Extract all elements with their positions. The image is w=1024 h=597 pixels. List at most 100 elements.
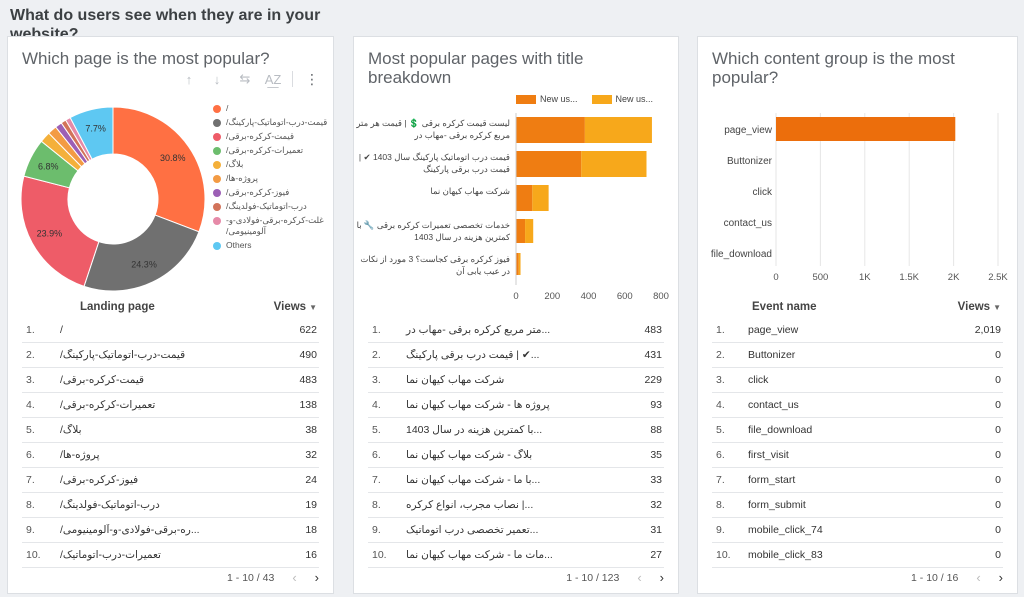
column-header-views[interactable]: Views ▼ [273,301,317,313]
table-row[interactable]: 8. درب-اتوماتیک-فولدینگ/19 [22,493,319,518]
legend-item[interactable]: / [213,103,333,114]
legend-item[interactable]: Others [213,240,333,251]
table-row[interactable]: 1. / 622 [22,318,319,343]
table-row[interactable]: 6. پروژه-ها/32 [22,443,319,468]
donut-slice[interactable] [20,175,100,287]
table-row[interactable]: 7. form_start 0 [712,468,1003,493]
stacked-bar-segment[interactable] [532,185,549,211]
slice-data-label: 7.7% [85,124,106,134]
stacked-bar-chart[interactable]: لیست قیمت کرکره برقی 💲 | قیمت هر متر مرب… [356,107,676,302]
drill-chart-icon[interactable]: ⇆ [239,71,251,86]
table-row[interactable]: 3. شرکت مهاب کیهان نما 229 [368,368,664,393]
table-row[interactable]: 5. file_download 0 [712,418,1003,443]
table-row[interactable]: 6. first_visit 0 [712,443,1003,468]
pagination: 1 - 10 / 16 ‹ › [911,570,1003,585]
stacked-bar-segment[interactable] [516,185,533,211]
row-index: 10. [26,549,41,561]
donut-slice[interactable] [112,106,206,233]
card-title: Most popular pages with title breakdown [368,49,584,87]
more-options-icon[interactable]: ⋮ [305,70,319,87]
prev-page-button[interactable]: ‹ [976,570,981,585]
column-header-event-name[interactable]: Event name [752,301,817,313]
stacked-bar-segment[interactable] [516,253,519,275]
legend-item[interactable]: پروژه-ها/ [213,173,333,184]
table-row[interactable]: 5. ...با کمترین هزینه در سال 1403 88 [368,418,664,443]
legend-item[interactable]: قیمت-کرکره-برقی/ [213,131,333,142]
legend-swatch [213,146,221,155]
sort-az-icon[interactable]: A͟Z [264,71,282,87]
slice-data-label: 30.8% [160,153,186,163]
table-row[interactable]: 3. قیمت-کرکره-برقی/483 [22,368,319,393]
donut-slice[interactable] [69,106,114,160]
row-value: 38 [305,424,317,436]
legend-item-series-1[interactable]: New us... [516,94,578,104]
stacked-bar-segment[interactable] [516,151,582,177]
next-page-button[interactable]: › [659,570,664,585]
table-row[interactable]: 4. contact_us 0 [712,393,1003,418]
row-label: پروژه-ها/ [60,449,100,461]
row-value: 138 [299,399,317,411]
row-value: 0 [995,499,1001,511]
stacked-bar-segment[interactable] [584,117,652,143]
stacked-bar-segment[interactable] [518,253,521,275]
next-page-button[interactable]: › [314,570,319,585]
legend-item[interactable]: قیمت-درب-اتوماتیک-پارکینگ/ [213,117,333,128]
arrow-up-icon[interactable]: ↑ [185,71,193,87]
column-header-views[interactable]: Views ▼ [957,301,1001,313]
table-row[interactable]: 7. ...با ما - شرکت مهاب کیهان نما 33 [368,468,664,493]
donut-slice[interactable] [83,214,200,292]
table-row[interactable]: 9. ...تعمیر تخصصی درب اتوماتیک 31 [368,518,664,543]
donut-chart[interactable]: 30.8% 24.3% 23.9% 6.8% 7.7% [13,99,213,299]
table-row[interactable]: 8. ...| نصاب مجرب، انواع کرکره 32 [368,493,664,518]
category-label: page_view [724,125,773,136]
legend-item[interactable]: فیوز-کرکره-برقی/ [213,187,333,198]
stacked-legend: New us... New us... [516,94,653,104]
table-row[interactable]: 10. تعمیرات-درب-اتوماتیک/16 [22,543,319,568]
table-row[interactable]: 6. بلاگ - شرکت مهاب کیهان نما 35 [368,443,664,468]
stacked-bar-segment[interactable] [581,151,647,177]
landing-page-table: Landing page Views ▼ 1. / 622 2. قیمت-درب-اتو… [22,296,319,568]
event-bar[interactable] [776,117,956,141]
legend-item-series-2[interactable]: New us... [591,94,653,104]
prev-page-button[interactable]: ‹ [637,570,642,585]
table-row[interactable]: 9. ...ره-برقی-فولادی-و-آلومینیومی/18 [22,518,319,543]
table-row[interactable]: 1. page_view 2,019 [712,318,1003,343]
category-label: شرکت مهاب کیهان نما [430,186,510,196]
legend-item[interactable]: بلاگ/ [213,159,333,170]
table-row[interactable]: 3. click 0 [712,368,1003,393]
slice-data-label: 23.9% [37,229,63,239]
legend-label: Others [226,240,252,250]
table-row[interactable]: 2. Buttonizer 0 [712,343,1003,368]
legend-item[interactable]: غلت-کرکره-برقی-فولادی-و-آلومینیومی/ [213,215,333,237]
stacked-bar-segment[interactable] [516,219,526,243]
table-row[interactable]: 2. ...✔ | قیمت درب برقی پارکینگ 431 [368,343,664,368]
event-bar-chart[interactable]: 0 500 1K 1.5K 2K 2.5K page_view Buttonizer click… [700,107,1015,302]
column-header-landing-page[interactable]: Landing page [80,301,155,313]
row-index: 9. [716,524,725,536]
row-value: 483 [644,324,662,336]
prev-page-button[interactable]: ‹ [292,570,297,585]
row-label: تعمیرات-کرکره-برقی/ [60,399,156,411]
legend-item[interactable]: تعمیرات-کرکره-برقی/ [213,145,333,156]
table-row[interactable]: 8. form_submit 0 [712,493,1003,518]
stacked-bar-segment[interactable] [516,117,585,143]
legend-label: بلاگ/ [226,159,244,169]
arrow-down-icon[interactable]: ↓ [213,71,221,87]
row-label: پروژه ها - شرکت مهاب کیهان نما [406,399,550,411]
row-value: 32 [305,449,317,461]
stacked-bar-segment[interactable] [525,219,534,243]
table-row[interactable]: 2. قیمت-درب-اتوماتیک-پارکینگ/490 [22,343,319,368]
table-row[interactable]: 4. پروژه ها - شرکت مهاب کیهان نما 93 [368,393,664,418]
row-label: ...| نصاب مجرب، انواع کرکره [406,499,534,511]
table-row[interactable]: 10. ...مات ما - شرکت مهاب کیهان نما 27 [368,543,664,568]
next-page-button[interactable]: › [998,570,1003,585]
table-row[interactable]: 4. تعمیرات-کرکره-برقی/138 [22,393,319,418]
table-row[interactable]: 5. بلاگ/38 [22,418,319,443]
table-row[interactable]: 9. mobile_click_74 0 [712,518,1003,543]
row-value: 88 [650,424,662,436]
table-row[interactable]: 1. ...متر مربع کرکره برقی -مهاب در 483 [368,318,664,343]
table-row[interactable]: 7. فیوز-کرکره-برقی/24 [22,468,319,493]
legend-item[interactable]: درب-اتوماتیک-فولدینگ/ [213,201,333,212]
table-row[interactable]: 10. mobile_click_83 0 [712,543,1003,568]
legend-label: فیوز-کرکره-برقی/ [226,187,290,197]
